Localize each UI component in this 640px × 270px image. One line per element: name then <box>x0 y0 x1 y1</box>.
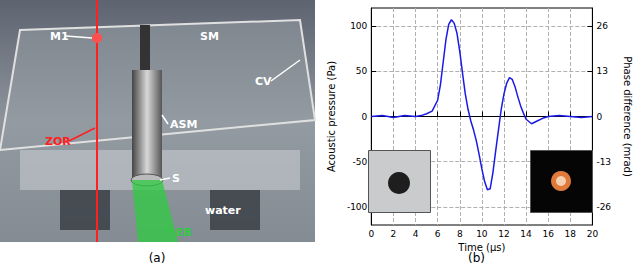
svg-text:water: water <box>205 204 241 217</box>
svg-text:-100: -100 <box>347 202 368 212</box>
svg-text:S: S <box>172 172 180 185</box>
svg-text:ASM: ASM <box>170 118 197 131</box>
svg-text:0: 0 <box>368 229 374 239</box>
svg-text:16: 16 <box>542 229 554 239</box>
svg-text:Phase difference (mrad): Phase difference (mrad) <box>622 56 633 177</box>
svg-text:-13: -13 <box>596 157 611 167</box>
svg-text:2: 2 <box>391 229 397 239</box>
svg-text:Time (µs): Time (µs) <box>457 242 505 253</box>
svg-text:ZOR: ZOR <box>45 135 71 148</box>
svg-text:SM: SM <box>200 30 219 43</box>
svg-text:50: 50 <box>356 66 368 76</box>
svg-text:-50: -50 <box>353 157 368 167</box>
svg-text:8: 8 <box>457 229 463 239</box>
svg-text:4: 4 <box>413 229 419 239</box>
svg-text:14: 14 <box>520 229 532 239</box>
svg-text:18: 18 <box>565 229 577 239</box>
svg-text:12: 12 <box>498 229 509 239</box>
svg-text:(a): (a) <box>149 251 166 265</box>
svg-text:0: 0 <box>362 112 368 122</box>
svg-text:Acoustic pressure (Pa): Acoustic pressure (Pa) <box>326 61 337 172</box>
svg-text:20: 20 <box>587 229 599 239</box>
svg-text:10: 10 <box>476 229 488 239</box>
svg-text:6: 6 <box>435 229 441 239</box>
svg-text:CV: CV <box>255 75 272 88</box>
svg-text:100: 100 <box>350 21 367 31</box>
svg-text:(b): (b) <box>468 251 485 265</box>
svg-text:EB: EB <box>176 226 192 239</box>
svg-text:13: 13 <box>596 66 607 76</box>
svg-text:M1: M1 <box>50 30 69 43</box>
svg-text:0: 0 <box>596 112 602 122</box>
svg-text:26: 26 <box>596 21 608 31</box>
svg-text:-26: -26 <box>596 202 611 212</box>
